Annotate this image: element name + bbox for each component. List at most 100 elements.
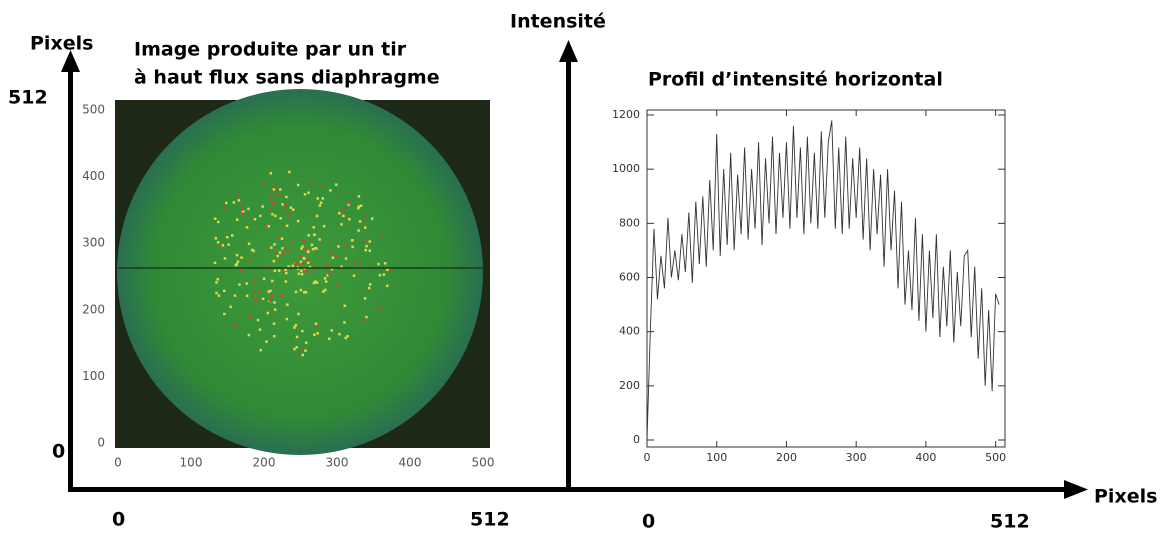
speckle — [270, 196, 273, 200]
speckle — [343, 305, 347, 309]
speckle — [338, 332, 341, 336]
speckle — [342, 214, 345, 218]
speckle — [296, 183, 300, 187]
speckle — [269, 171, 273, 175]
y-tick-label: 1200 — [612, 108, 640, 121]
speckle — [370, 217, 374, 220]
speckle — [215, 291, 218, 295]
speckle — [304, 290, 308, 294]
speckle — [316, 197, 319, 200]
speckle — [343, 304, 347, 308]
speckle — [270, 246, 273, 249]
speckle — [357, 205, 361, 208]
speckle — [242, 209, 245, 213]
speckle — [299, 288, 303, 292]
speckle — [352, 274, 356, 277]
speckle — [271, 213, 274, 216]
speckle — [272, 202, 275, 205]
speckle — [348, 218, 351, 221]
speckle — [259, 348, 263, 352]
speckle — [344, 257, 348, 260]
speckle — [253, 290, 256, 294]
speckle — [248, 316, 251, 319]
speckle — [274, 186, 277, 189]
speckle — [280, 294, 284, 297]
speckle — [312, 226, 315, 229]
speckle — [213, 261, 217, 265]
speckle — [324, 288, 327, 292]
speckle — [291, 264, 294, 268]
speckle — [295, 346, 298, 349]
speckle — [331, 256, 335, 260]
speckle — [364, 248, 367, 252]
speckle — [245, 226, 249, 229]
speckle — [234, 263, 238, 267]
speckle — [223, 206, 226, 209]
speckle — [240, 269, 243, 272]
speckle — [219, 245, 222, 248]
speckle — [287, 265, 290, 268]
arrow — [1064, 480, 1088, 499]
speckle — [300, 247, 303, 250]
speckle — [279, 217, 282, 220]
speckle — [365, 244, 368, 248]
speckle — [247, 242, 251, 245]
speckle — [328, 337, 331, 341]
speckle — [358, 220, 362, 223]
speckle — [319, 201, 323, 204]
bottom-axis — [68, 487, 1068, 492]
speckle — [253, 280, 257, 283]
y-tick-label: 500 — [82, 103, 105, 117]
speckle — [315, 214, 319, 218]
x-tick-label: 100 — [706, 451, 727, 464]
speckle — [216, 220, 220, 224]
speckle — [232, 201, 236, 204]
speckle — [365, 315, 368, 319]
y-tick-label: 200 — [619, 379, 640, 392]
x-tick-label: 400 — [915, 451, 936, 464]
speckle — [280, 237, 284, 240]
speckle — [273, 243, 276, 246]
x-tick-label: 200 — [253, 456, 276, 470]
speckle — [343, 321, 346, 324]
y-tick-label: 400 — [619, 325, 640, 338]
speckle — [328, 273, 331, 276]
speckle — [295, 335, 299, 339]
speckle — [261, 297, 265, 301]
speckle — [283, 269, 286, 272]
speckle — [314, 322, 318, 326]
speckle — [351, 245, 354, 249]
speckle — [302, 269, 306, 273]
speckle — [281, 247, 284, 250]
left-axis — [68, 70, 73, 492]
speckle — [297, 312, 300, 316]
speckle — [284, 280, 288, 283]
speckle — [237, 199, 241, 202]
speckle — [322, 290, 325, 293]
speckle — [277, 269, 281, 272]
speckle — [256, 318, 260, 322]
speckle — [261, 181, 265, 185]
speckle — [346, 335, 349, 338]
speckle — [326, 274, 329, 277]
speckle — [330, 250, 333, 254]
speckle — [377, 262, 380, 266]
speckle — [271, 279, 274, 283]
y-tick-label: 200 — [82, 302, 105, 316]
speckle — [303, 248, 307, 251]
x-tick-label: 200 — [776, 451, 797, 464]
speckle — [241, 208, 244, 211]
plot-frame — [646, 109, 1006, 448]
speckle — [342, 209, 345, 213]
speckle — [233, 323, 237, 327]
speckle — [313, 233, 316, 237]
speckle — [359, 262, 363, 266]
speckle — [300, 269, 303, 272]
speckle — [367, 286, 371, 290]
speckle — [353, 260, 356, 263]
speckle — [245, 282, 249, 285]
speckle — [321, 197, 325, 200]
speckle — [292, 208, 295, 211]
speckle — [229, 305, 232, 309]
